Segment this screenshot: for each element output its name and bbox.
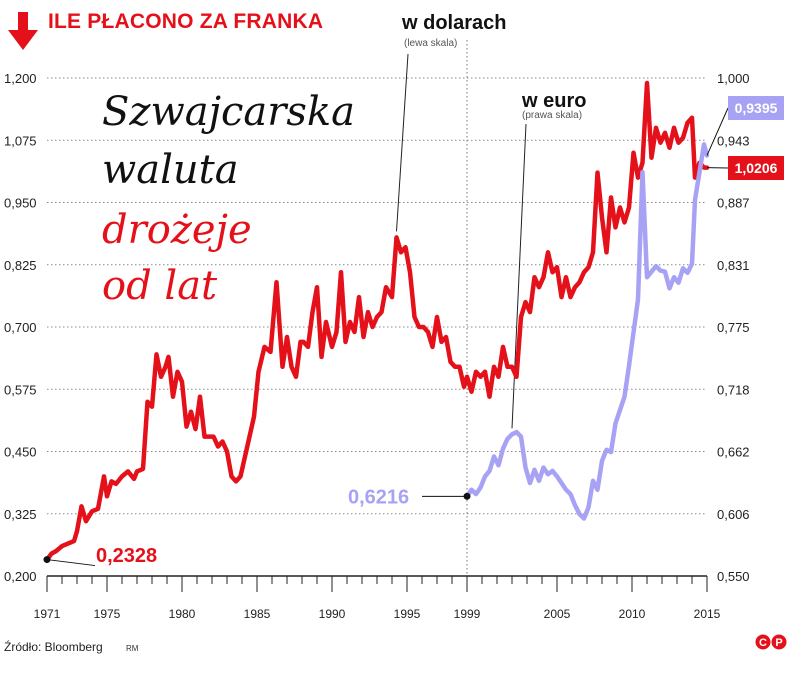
y-right-tick-label: 0,775 — [717, 320, 750, 335]
y-right-tick-label: 0,718 — [717, 382, 750, 397]
y-right-tick-label: 0,662 — [717, 445, 750, 460]
copyright-logo-icon: C P — [755, 634, 787, 650]
y-right-tick-label: 0,606 — [717, 507, 750, 522]
headline-line-4: od lat — [102, 263, 218, 309]
y-left-tick-label: 0,450 — [4, 445, 37, 460]
usd-end-value: 1,0206 — [735, 160, 778, 176]
x-tick-label: 1975 — [94, 607, 121, 621]
source-note: Źródło: Bloomberg — [4, 640, 103, 654]
y-right-tick-label: 0,943 — [717, 133, 750, 148]
x-tick-label: 2015 — [694, 607, 721, 621]
svg-text:C: C — [759, 637, 767, 649]
eur-series-label: w euro — [522, 90, 587, 112]
headline-line-1: Szwajcarska — [102, 89, 355, 135]
y-left-tick-label: 0,325 — [4, 507, 37, 522]
svg-text:P: P — [775, 637, 782, 649]
usd-end-badge — [728, 156, 784, 180]
x-axis: 1971 1975 1980 1985 1990 1995 1999 2005 2010 2015 — [34, 575, 721, 621]
y-left-tick-label: 0,200 — [4, 569, 37, 584]
usd-label-leader — [396, 53, 409, 232]
x-tick-label: 2010 — [619, 607, 646, 621]
y-axis-left: 1,200 1,075 0,950 0,825 0,700 0,575 0,450 0,325… — [4, 71, 37, 584]
annotation-leaders — [396, 53, 527, 429]
grid-lines — [47, 40, 707, 576]
eur-scale-note: (prawa skala) — [522, 110, 583, 121]
y-left-tick-label: 0,700 — [4, 320, 37, 335]
y-right-tick-label: 0,831 — [717, 258, 750, 273]
y-right-tick-label: 1,000 — [717, 71, 750, 86]
headline-line-2: waluta — [102, 147, 239, 193]
eur-start-value: 0,6216 — [348, 486, 409, 508]
chart-title: ILE PŁACONO ZA FRANKA — [48, 10, 324, 33]
y-right-tick-label: 0,887 — [717, 196, 750, 211]
usd-scale-note: (lewa skala) — [404, 38, 458, 49]
eur-label-leader — [511, 123, 527, 429]
y-left-tick-label: 1,200 — [4, 71, 37, 86]
x-tick-label: 1980 — [169, 607, 196, 621]
x-tick-label: 1971 — [34, 607, 61, 621]
x-tick-label: 1995 — [394, 607, 421, 621]
value-callouts: 0,2328 0,6216 0,9395 1,0206 — [43, 96, 784, 567]
x-tick-label: 1999 — [454, 607, 481, 621]
y-right-tick-label: 0,550 — [717, 569, 750, 584]
x-tick-label: 1985 — [244, 607, 271, 621]
y-axis-right: 1,000 0,943 0,887 0,831 0,775 0,718 0,662 0,606… — [717, 71, 750, 584]
eur-end-badge — [728, 96, 784, 120]
author-initials: RM — [126, 644, 139, 653]
x-tick-label: 1990 — [319, 607, 346, 621]
x-tick-label: 2005 — [544, 607, 571, 621]
usd-start-value: 0,2328 — [96, 545, 157, 567]
y-left-tick-label: 1,075 — [4, 133, 37, 148]
eur-end-leader — [706, 107, 729, 156]
eur-end-value: 0,9395 — [735, 100, 778, 116]
y-left-tick-label: 0,575 — [4, 382, 37, 397]
series-lines — [44, 80, 710, 562]
usd-series-label: w dolarach — [402, 12, 507, 34]
headline-line-3: drożeje — [102, 207, 252, 253]
y-left-tick-label: 0,825 — [4, 258, 37, 273]
y-left-tick-label: 0,950 — [4, 196, 37, 211]
down-arrow-icon — [8, 12, 38, 50]
usd-start-leader — [46, 559, 96, 567]
series-line-eur — [464, 142, 710, 521]
series-line-usd — [44, 80, 710, 562]
